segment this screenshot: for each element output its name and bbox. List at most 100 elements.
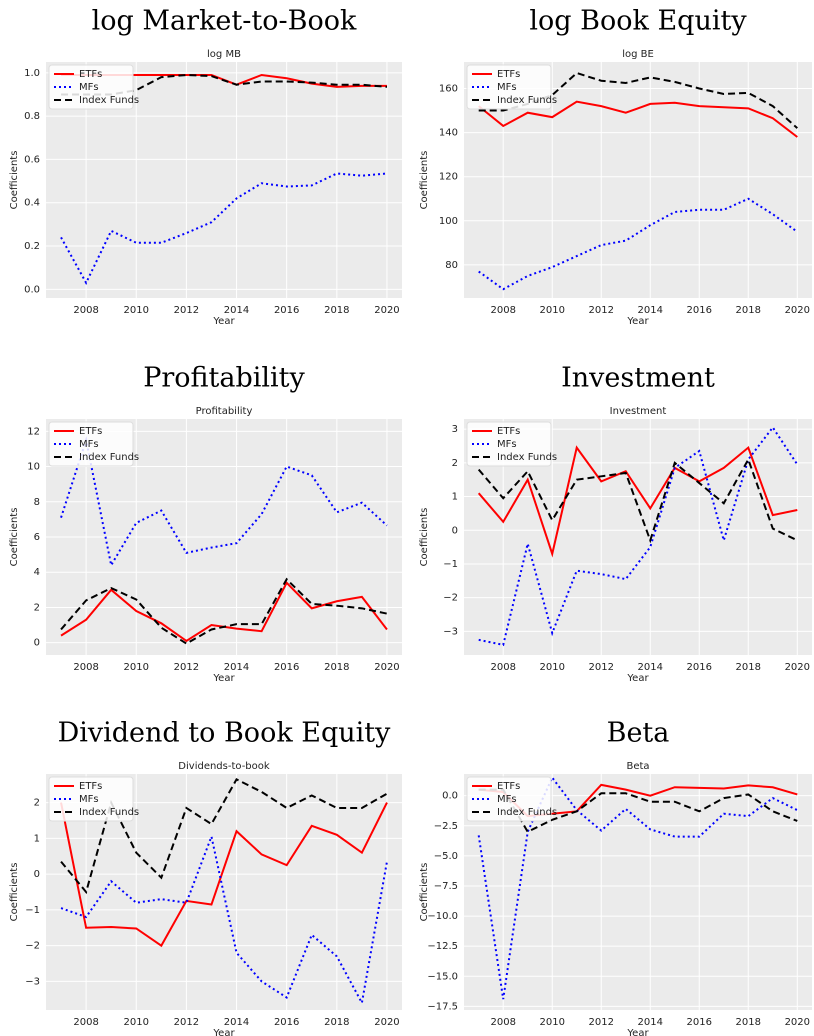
x-axis-label: Year [626, 316, 649, 327]
legend-label: Index Funds [497, 807, 557, 818]
legend-box [48, 64, 134, 110]
y-tick-label: −3 [443, 626, 458, 637]
heading: Beta [607, 718, 670, 749]
y-tick-label: 160 [439, 83, 458, 94]
y-tick-label: 0.2 [24, 241, 40, 252]
legend-label: ETFs [79, 426, 102, 437]
x-tick-label: 2020 [785, 305, 810, 316]
legend-label: ETFs [497, 69, 520, 80]
heading: Dividend to Book Equity [58, 718, 392, 749]
y-tick-label: 0.6 [24, 154, 40, 165]
y-axis-label: Coefficients [9, 508, 20, 567]
series-line [477, 445, 798, 558]
x-tick-label: 2018 [736, 1017, 761, 1028]
heading: Investment [561, 363, 715, 394]
y-axis-label: Coefficients [9, 151, 20, 210]
y-tick-label: 1 [34, 833, 40, 844]
y-tick-label: −2 [25, 941, 40, 952]
panel: −3 −2 −1 0 1 2 2008 2010 2012 2014 2016 2018 2020 ETF… [9, 718, 402, 1036]
heading: Profitability [143, 363, 305, 394]
heading: log Market-to-Book [92, 6, 357, 37]
y-tick-label: −17.5 [427, 1001, 458, 1012]
chart-title: Investment [610, 406, 667, 417]
x-tick-label: 2010 [539, 662, 564, 673]
legend-label: ETFs [497, 426, 520, 437]
chart-title: Profitability [196, 406, 253, 417]
series-line [478, 71, 798, 129]
x-tick-label: 2016 [687, 1017, 712, 1028]
x-tick-label: 2014 [638, 662, 663, 673]
heading: log Book Equity [529, 6, 747, 37]
y-tick-label: 0.0 [442, 791, 458, 802]
x-tick-label: 2008 [73, 305, 98, 316]
x-axis-label: Year [212, 673, 235, 684]
y-axis-label: Coefficients [419, 863, 430, 922]
y-tick-label: −7.5 [434, 881, 458, 892]
x-tick-label: 2012 [589, 305, 614, 316]
x-tick-label: 2014 [224, 305, 249, 316]
y-tick-label: 0.4 [24, 198, 40, 209]
y-tick-label: 2 [34, 602, 40, 613]
x-tick-label: 2008 [490, 1017, 515, 1028]
y-tick-label: −15.0 [427, 971, 458, 982]
legend-label: Index Funds [79, 807, 139, 818]
y-tick-label: 4 [34, 567, 40, 578]
x-tick-label: 2018 [736, 305, 761, 316]
legend-label: MFs [497, 82, 517, 93]
chart-title: log BE [622, 49, 654, 60]
x-tick-label: 2020 [374, 1017, 399, 1028]
chart-title: Beta [626, 761, 649, 772]
legend-label: MFs [79, 794, 99, 805]
x-tick-label: 2008 [73, 662, 98, 673]
y-tick-label: 0.0 [24, 284, 40, 295]
legend-box [466, 64, 552, 110]
x-tick-label: 2012 [589, 662, 614, 673]
y-tick-label: −5.0 [434, 851, 458, 862]
x-tick-label: 2016 [274, 662, 299, 673]
panel: 0.0 0.2 0.4 0.6 0.8 1.0 2008 2010 2012 2014 2016 20… [9, 6, 402, 327]
y-tick-label: 120 [439, 172, 458, 183]
y-tick-label: −1 [443, 559, 458, 570]
x-tick-label: 2018 [324, 662, 349, 673]
series-line [477, 457, 798, 544]
y-tick-label: 100 [439, 216, 458, 227]
x-tick-label: 2010 [539, 305, 564, 316]
series-line [60, 577, 388, 645]
x-axis-label: Year [212, 1028, 235, 1036]
series-line [477, 775, 798, 1000]
y-tick-label: 80 [445, 260, 458, 271]
y-tick-label: 0 [452, 525, 458, 536]
y-tick-label: 6 [34, 532, 40, 543]
y-tick-label: −3 [25, 976, 40, 987]
legend-label: MFs [497, 439, 517, 450]
x-tick-label: 2020 [374, 662, 399, 673]
y-axis-label: Coefficients [419, 508, 430, 567]
legend-label: Index Funds [497, 95, 557, 106]
y-tick-label: 1.0 [24, 68, 40, 79]
y-axis-label: Coefficients [419, 151, 430, 210]
series-line [60, 778, 388, 895]
y-tick-label: −2 [443, 593, 458, 604]
y-tick-label: 1 [452, 492, 458, 503]
x-tick-label: 2016 [274, 305, 299, 316]
legend-label: ETFs [79, 781, 102, 792]
panel: −17.5 −15.0 −12.5 −10.0 −7.5 −5.0 −2.5 0.0 2008 2… [419, 718, 812, 1036]
x-axis-label: Year [626, 1028, 649, 1036]
x-axis-label: Year [626, 673, 649, 684]
x-tick-label: 2016 [274, 1017, 299, 1028]
x-tick-label: 2010 [539, 1017, 564, 1028]
legend-label: ETFs [79, 69, 102, 80]
chart-title: Dividends-to-book [178, 761, 270, 772]
y-tick-label: 2 [34, 798, 40, 809]
series-line [478, 788, 798, 834]
y-tick-label: 8 [34, 497, 40, 508]
x-tick-label: 2014 [224, 1017, 249, 1028]
legend-label: ETFs [497, 781, 520, 792]
y-tick-label: 0 [34, 869, 40, 880]
x-tick-label: 2008 [73, 1017, 98, 1028]
legend-label: Index Funds [79, 452, 139, 463]
legend-label: MFs [79, 439, 99, 450]
legend-label: MFs [497, 794, 517, 805]
series-line [478, 197, 798, 291]
panel: 0 2 4 6 8 10 12 2008 2010 2012 2014 2016 2018 2020 ETF… [9, 363, 402, 684]
